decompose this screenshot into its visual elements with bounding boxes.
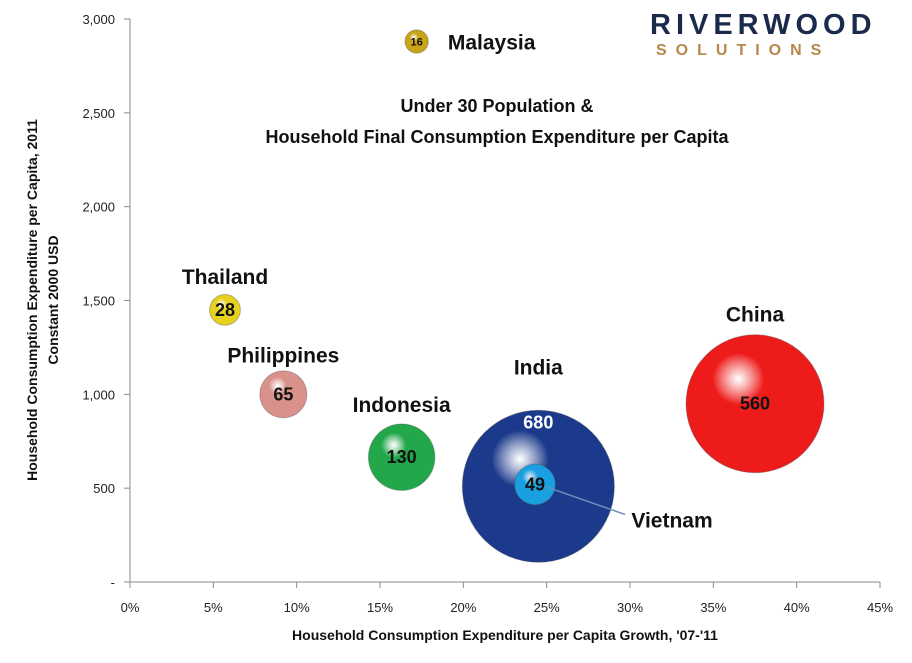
x-tick-label: 35% — [700, 600, 726, 615]
logo-top-text: RIVERWOOD — [650, 9, 877, 41]
x-tick-label: 25% — [534, 600, 560, 615]
bubble-value-china: 560 — [740, 394, 770, 414]
y-tick-label: 2,000 — [82, 200, 115, 215]
y-tick-label: 2,500 — [82, 106, 115, 121]
bubble-indonesia — [367, 423, 436, 491]
bubble-value-vietnam: 49 — [525, 474, 545, 494]
x-axis-ticks: 0% 5% 10% 15% 20% 25% 30% 35% 40% 45% — [121, 582, 893, 615]
country-label-india: India — [514, 356, 563, 379]
logo-bottom-text: SOLUTIONS — [656, 42, 830, 59]
x-tick-label: 15% — [367, 600, 393, 615]
x-tick-label: 20% — [450, 600, 476, 615]
y-tick-label: 1,500 — [82, 294, 115, 309]
x-tick-label: 5% — [204, 600, 223, 615]
x-axis-label: Household Consumption Expenditure per Ca… — [292, 627, 718, 643]
country-labels: 16 28 65 130 680 49 560 Malaysia Thailand Philipp… — [182, 32, 785, 533]
bubbles — [209, 29, 825, 563]
country-label-philippines: Philippines — [227, 344, 339, 367]
x-tick-label: 0% — [121, 600, 140, 615]
y-tick-label: 1,000 — [82, 387, 115, 402]
x-tick-label: 45% — [867, 600, 893, 615]
bubble-value-indonesia: 130 — [387, 447, 417, 467]
bubble-value-thailand: 28 — [215, 300, 235, 320]
y-tick-label: 3,000 — [82, 12, 115, 27]
country-label-thailand: Thailand — [182, 266, 268, 289]
country-label-indonesia: Indonesia — [353, 394, 451, 417]
y-axis-label-line-2: Constant 2000 USD — [45, 235, 61, 364]
x-tick-label: 30% — [617, 600, 643, 615]
bubble-value-india: 680 — [523, 412, 553, 432]
x-tick-label: 10% — [284, 600, 310, 615]
vietnam-callout-line — [544, 485, 626, 516]
y-axis-label-line-1: Household Consumption Expenditure per Ca… — [24, 119, 40, 481]
x-tick-label: 40% — [784, 600, 810, 615]
riverwood-logo: RIVERWOOD SOLUTIONS — [650, 9, 877, 59]
y-axis-ticks: - 500 1,000 1,500 2,000 2,500 3,000 — [82, 12, 130, 590]
chart-title-line-2: Household Final Consumption Expenditure … — [265, 127, 729, 147]
bubble-philippines — [259, 370, 308, 419]
country-label-vietnam: Vietnam — [631, 509, 712, 532]
y-tick-label: - — [111, 575, 115, 590]
bubble-thailand — [209, 293, 241, 326]
bubble-value-philippines: 65 — [273, 384, 293, 404]
chart-title-line-1: Under 30 Population & — [400, 96, 593, 116]
bubble-malaysia — [404, 29, 429, 54]
bubble-china — [685, 334, 825, 474]
country-label-china: China — [726, 304, 785, 327]
country-label-malaysia: Malaysia — [448, 32, 536, 55]
bubble-vietnam — [514, 463, 556, 506]
bubble-value-malaysia: 16 — [411, 37, 423, 49]
y-tick-label: 500 — [93, 481, 115, 496]
